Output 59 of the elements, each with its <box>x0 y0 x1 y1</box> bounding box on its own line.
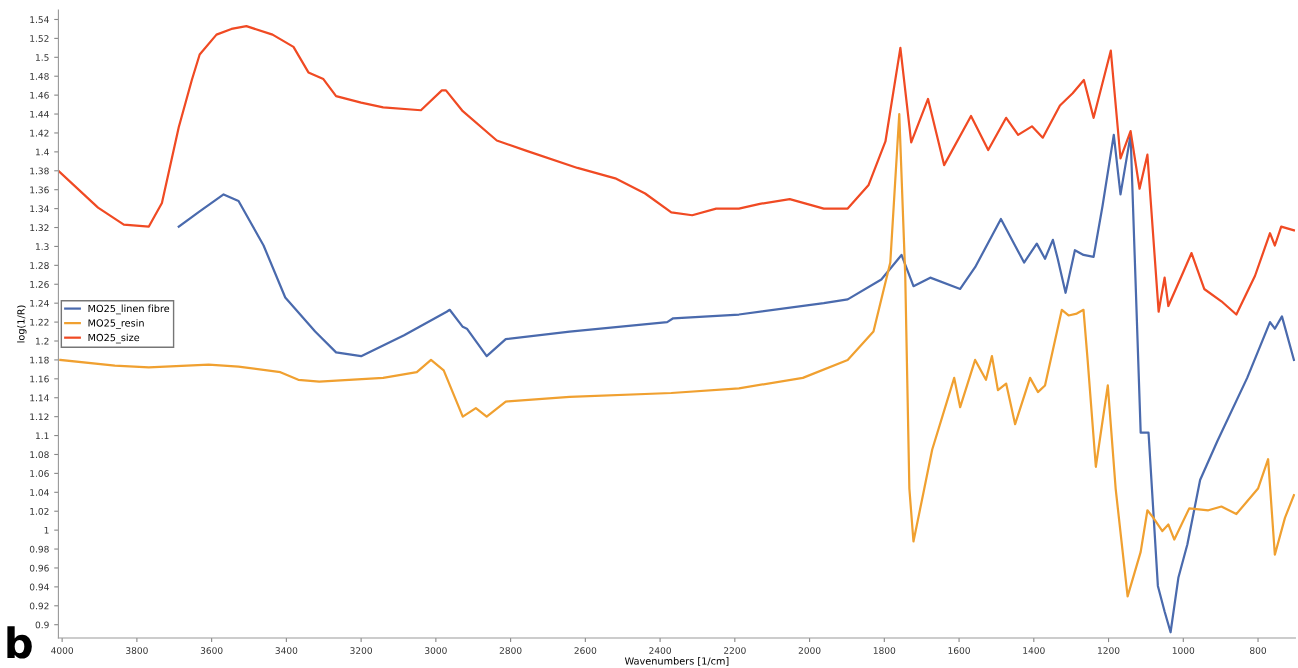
y-tick-label: 1.42 <box>30 129 49 137</box>
x-tick-label: 1400 <box>1023 647 1045 654</box>
x-tick-label: 4000 <box>51 647 74 654</box>
x-tick-label: 1200 <box>1098 647 1120 654</box>
y-tick-label: 1.52 <box>30 35 49 42</box>
legend-label: MO25_resin <box>88 319 144 329</box>
y-tick-label: 0.96 <box>29 564 49 572</box>
y-tick-label: 1.12 <box>30 413 49 421</box>
x-tick-label: 800 <box>1250 647 1267 654</box>
x-tick-label: 2000 <box>798 647 821 654</box>
y-axis-title: log(1/R) <box>17 305 27 343</box>
x-tick-label: 3600 <box>200 647 223 654</box>
y-tick-label: 1.2 <box>36 337 49 345</box>
y-tick-label: 1.38 <box>30 167 49 175</box>
y-tick-label: 1.3 <box>36 243 49 250</box>
y-tick-label: 0.98 <box>29 545 49 553</box>
y-tick-label: 0.92 <box>29 602 49 610</box>
y-tick-label: 1.04 <box>30 489 49 496</box>
x-tick-label: 2800 <box>499 647 522 654</box>
x-tick-label: 3000 <box>425 647 447 654</box>
y-tick-label: 1.06 <box>30 470 49 477</box>
y-tick-label: 1.1 <box>36 432 49 439</box>
y-tick-label: 1.44 <box>30 110 49 118</box>
y-tick-label: 1.5 <box>36 54 49 61</box>
y-tick-label: 1.08 <box>30 451 49 459</box>
y-tick-label: 1 <box>44 526 49 534</box>
x-axis-title: Wavenumbers [1/cm] <box>624 657 729 666</box>
y-tick-label: 1.32 <box>30 224 49 232</box>
text: b <box>7 626 32 659</box>
x-tick-label: 1600 <box>948 647 970 654</box>
y-tick-label: 1.46 <box>30 91 49 99</box>
line-series <box>59 112 1296 598</box>
y-tick-label: 1.02 <box>30 507 49 515</box>
y-tick-label: 0.9 <box>35 621 49 629</box>
x-tick-label: 1800 <box>873 647 896 654</box>
y-tick-label: 1.28 <box>30 262 49 269</box>
y-tick-label: 1.26 <box>30 280 49 288</box>
line-series <box>177 133 1296 634</box>
x-tick-label: 1000 <box>1172 647 1195 654</box>
y-tick-label: 1.14 <box>30 394 49 402</box>
x-tick-label: 2600 <box>574 647 597 654</box>
y-tick-label: 1.16 <box>30 375 49 383</box>
x-tick-label: 2200 <box>724 647 746 654</box>
y-tick-label: 1.22 <box>30 318 49 326</box>
x-tick-label: 3800 <box>126 647 148 654</box>
line-series <box>58 24 1296 316</box>
y-tick-label: 1.36 <box>30 186 49 194</box>
legend-label: MO25_size <box>88 333 140 344</box>
y-tick-label: 1.54 <box>30 16 49 24</box>
y-tick-label: 1.18 <box>30 356 49 364</box>
legend-label: MO25_linen fibre <box>88 304 170 315</box>
y-tick-label: 0.94 <box>29 583 49 591</box>
y-tick-label: 1.48 <box>30 72 49 80</box>
y-tick-label: 1.24 <box>30 299 49 307</box>
y-tick-label: 1.4 <box>36 148 49 156</box>
x-tick-label: 2400 <box>649 647 671 654</box>
y-tick-label: 1.34 <box>30 205 49 213</box>
x-tick-label: 3200 <box>350 647 373 654</box>
x-tick-label: 3400 <box>275 647 298 654</box>
